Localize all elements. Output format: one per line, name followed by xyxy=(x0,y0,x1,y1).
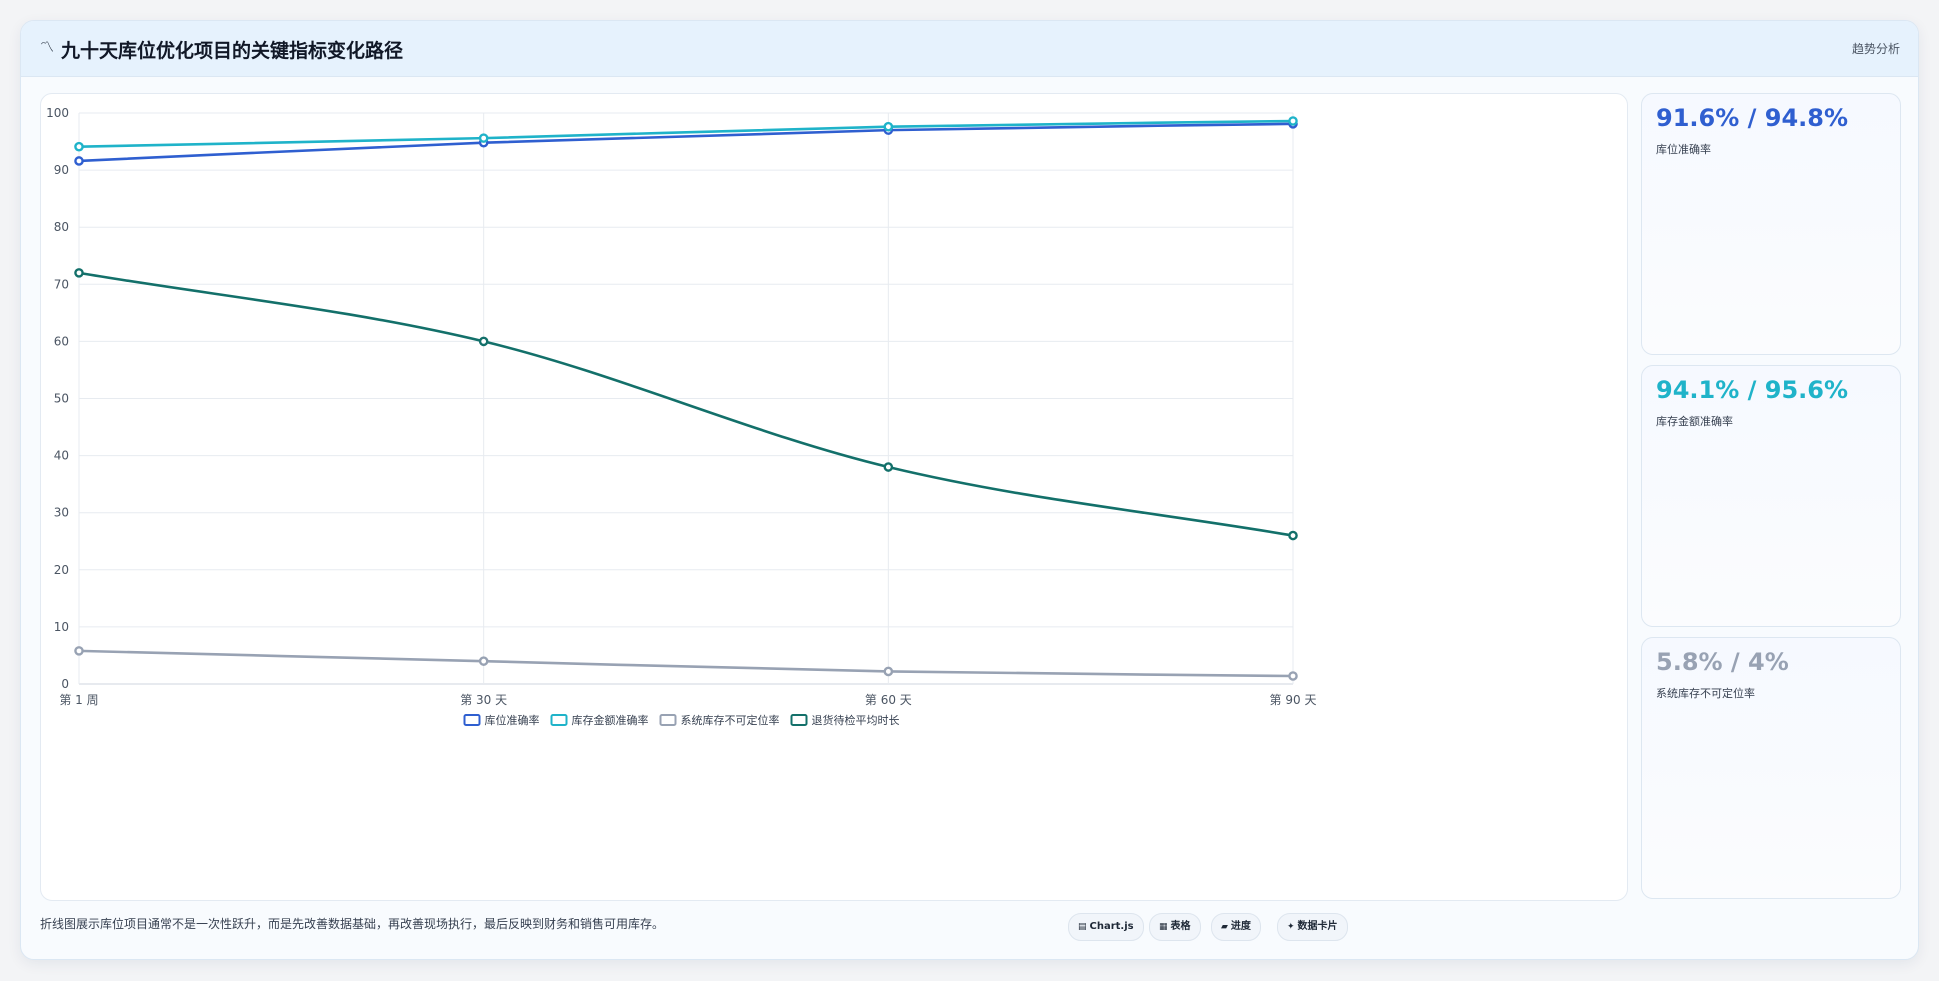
stat-value: 94.1% / 95.6% xyxy=(1656,376,1848,404)
data-point xyxy=(74,141,84,152)
series-line-0 xyxy=(78,122,1294,163)
stat-value: 91.6% / 94.8% xyxy=(1656,104,1848,132)
stat-label: 库位准确率 xyxy=(1656,143,1711,156)
legend-swatch xyxy=(463,714,481,726)
x-tick-label: 第 60 天 xyxy=(865,693,912,707)
data-point xyxy=(1288,671,1298,681)
data-point xyxy=(883,462,894,472)
x-tick-label: 第 90 天 xyxy=(1270,693,1317,707)
button-label: Chart.js xyxy=(1089,921,1134,932)
legend-swatch xyxy=(790,714,808,726)
data-card-button[interactable]: ✦ 数据卡片 xyxy=(1277,913,1348,941)
progress-icon: ▰ xyxy=(1221,922,1228,932)
legend-label: 库存金额准确率 xyxy=(572,713,649,727)
trend-line-icon: 〽 xyxy=(40,40,54,56)
series-line-1 xyxy=(78,119,1294,148)
data-point xyxy=(478,336,489,347)
stat-card-amount-accuracy: 94.1% / 95.6% 库存金额准确率 xyxy=(1641,365,1901,627)
stat-value: 5.8% / 4% xyxy=(1656,648,1789,676)
plot-panel: 0 10 20 30 40 50 60 70 80 90 100 第 1 周 第 30 天 第 60 天 第… xyxy=(40,93,1628,901)
table-icon: ▦ xyxy=(1159,922,1168,932)
y-tick-label: 70 xyxy=(54,277,69,291)
button-label: 表格 xyxy=(1170,921,1191,932)
legend-swatch xyxy=(659,714,677,726)
stat-card-unlocatable-rate: 5.8% / 4% 系统库存不可定位率 xyxy=(1641,637,1901,899)
y-tick-label: 60 xyxy=(54,334,69,348)
x-tick-label: 第 30 天 xyxy=(460,693,507,707)
data-point xyxy=(1288,116,1298,126)
data-point xyxy=(74,646,84,656)
data-point xyxy=(478,133,489,143)
progress-button[interactable]: ▰ 进度 xyxy=(1211,913,1261,941)
data-point xyxy=(74,156,84,166)
data-point xyxy=(1288,530,1298,541)
header-tag: 趋势分析 xyxy=(1851,42,1900,56)
series-line-3 xyxy=(78,271,1294,537)
line-chart: 0 10 20 30 40 50 60 70 80 90 100 第 1 周 第 30 天 第 60 天 第… xyxy=(46,106,1317,727)
y-tick-label: 100 xyxy=(46,106,69,120)
legend-label: 库位准确率 xyxy=(485,713,540,727)
series-line-2 xyxy=(78,649,1294,678)
y-tick-label: 40 xyxy=(54,449,69,463)
chart-icon: ▤ xyxy=(1078,922,1087,932)
stat-label: 系统库存不可定位率 xyxy=(1656,687,1755,700)
card-header: 〽 九十天库位优化项目的关键指标变化路径 趋势分析 xyxy=(21,21,1918,77)
legend-swatch xyxy=(550,714,568,726)
data-point xyxy=(883,121,894,132)
x-tick-label: 第 1 周 xyxy=(59,693,98,707)
y-tick-label: 10 xyxy=(54,620,69,634)
button-label: 进度 xyxy=(1230,921,1251,932)
data-point xyxy=(478,656,489,666)
table-button[interactable]: ▦ 表格 xyxy=(1149,913,1201,941)
stat-card-location-accuracy: 91.6% / 94.8% 库位准确率 xyxy=(1641,93,1901,355)
data-point xyxy=(883,666,894,677)
legend-label: 退货待检平均时长 xyxy=(812,713,900,727)
legend-label: 系统库存不可定位率 xyxy=(681,713,780,727)
y-tick-label: 90 xyxy=(54,163,69,177)
chartjs-button[interactable]: ▤ Chart.js xyxy=(1068,913,1144,941)
y-tick-label: 30 xyxy=(54,506,69,520)
chart-title: 九十天库位优化项目的关键指标变化路径 xyxy=(61,40,404,62)
y-tick-label: 50 xyxy=(54,392,69,406)
stat-label: 库存金额准确率 xyxy=(1656,415,1733,428)
y-tick-label: 20 xyxy=(54,563,69,577)
data-card-icon: ✦ xyxy=(1287,922,1295,932)
data-point xyxy=(74,268,84,278)
y-tick-label: 80 xyxy=(54,220,69,234)
button-label: 数据卡片 xyxy=(1297,921,1338,932)
footnote: 折线图展示库位项目通常不是一次性跃升，而是先改善数据基础，再改善现场执行，最后反… xyxy=(40,917,665,931)
chart-card: 〽 九十天库位优化项目的关键指标变化路径 趋势分析 0 10 20 30 40 50 60 7… xyxy=(20,20,1919,960)
y-tick-label: 0 xyxy=(61,677,69,691)
